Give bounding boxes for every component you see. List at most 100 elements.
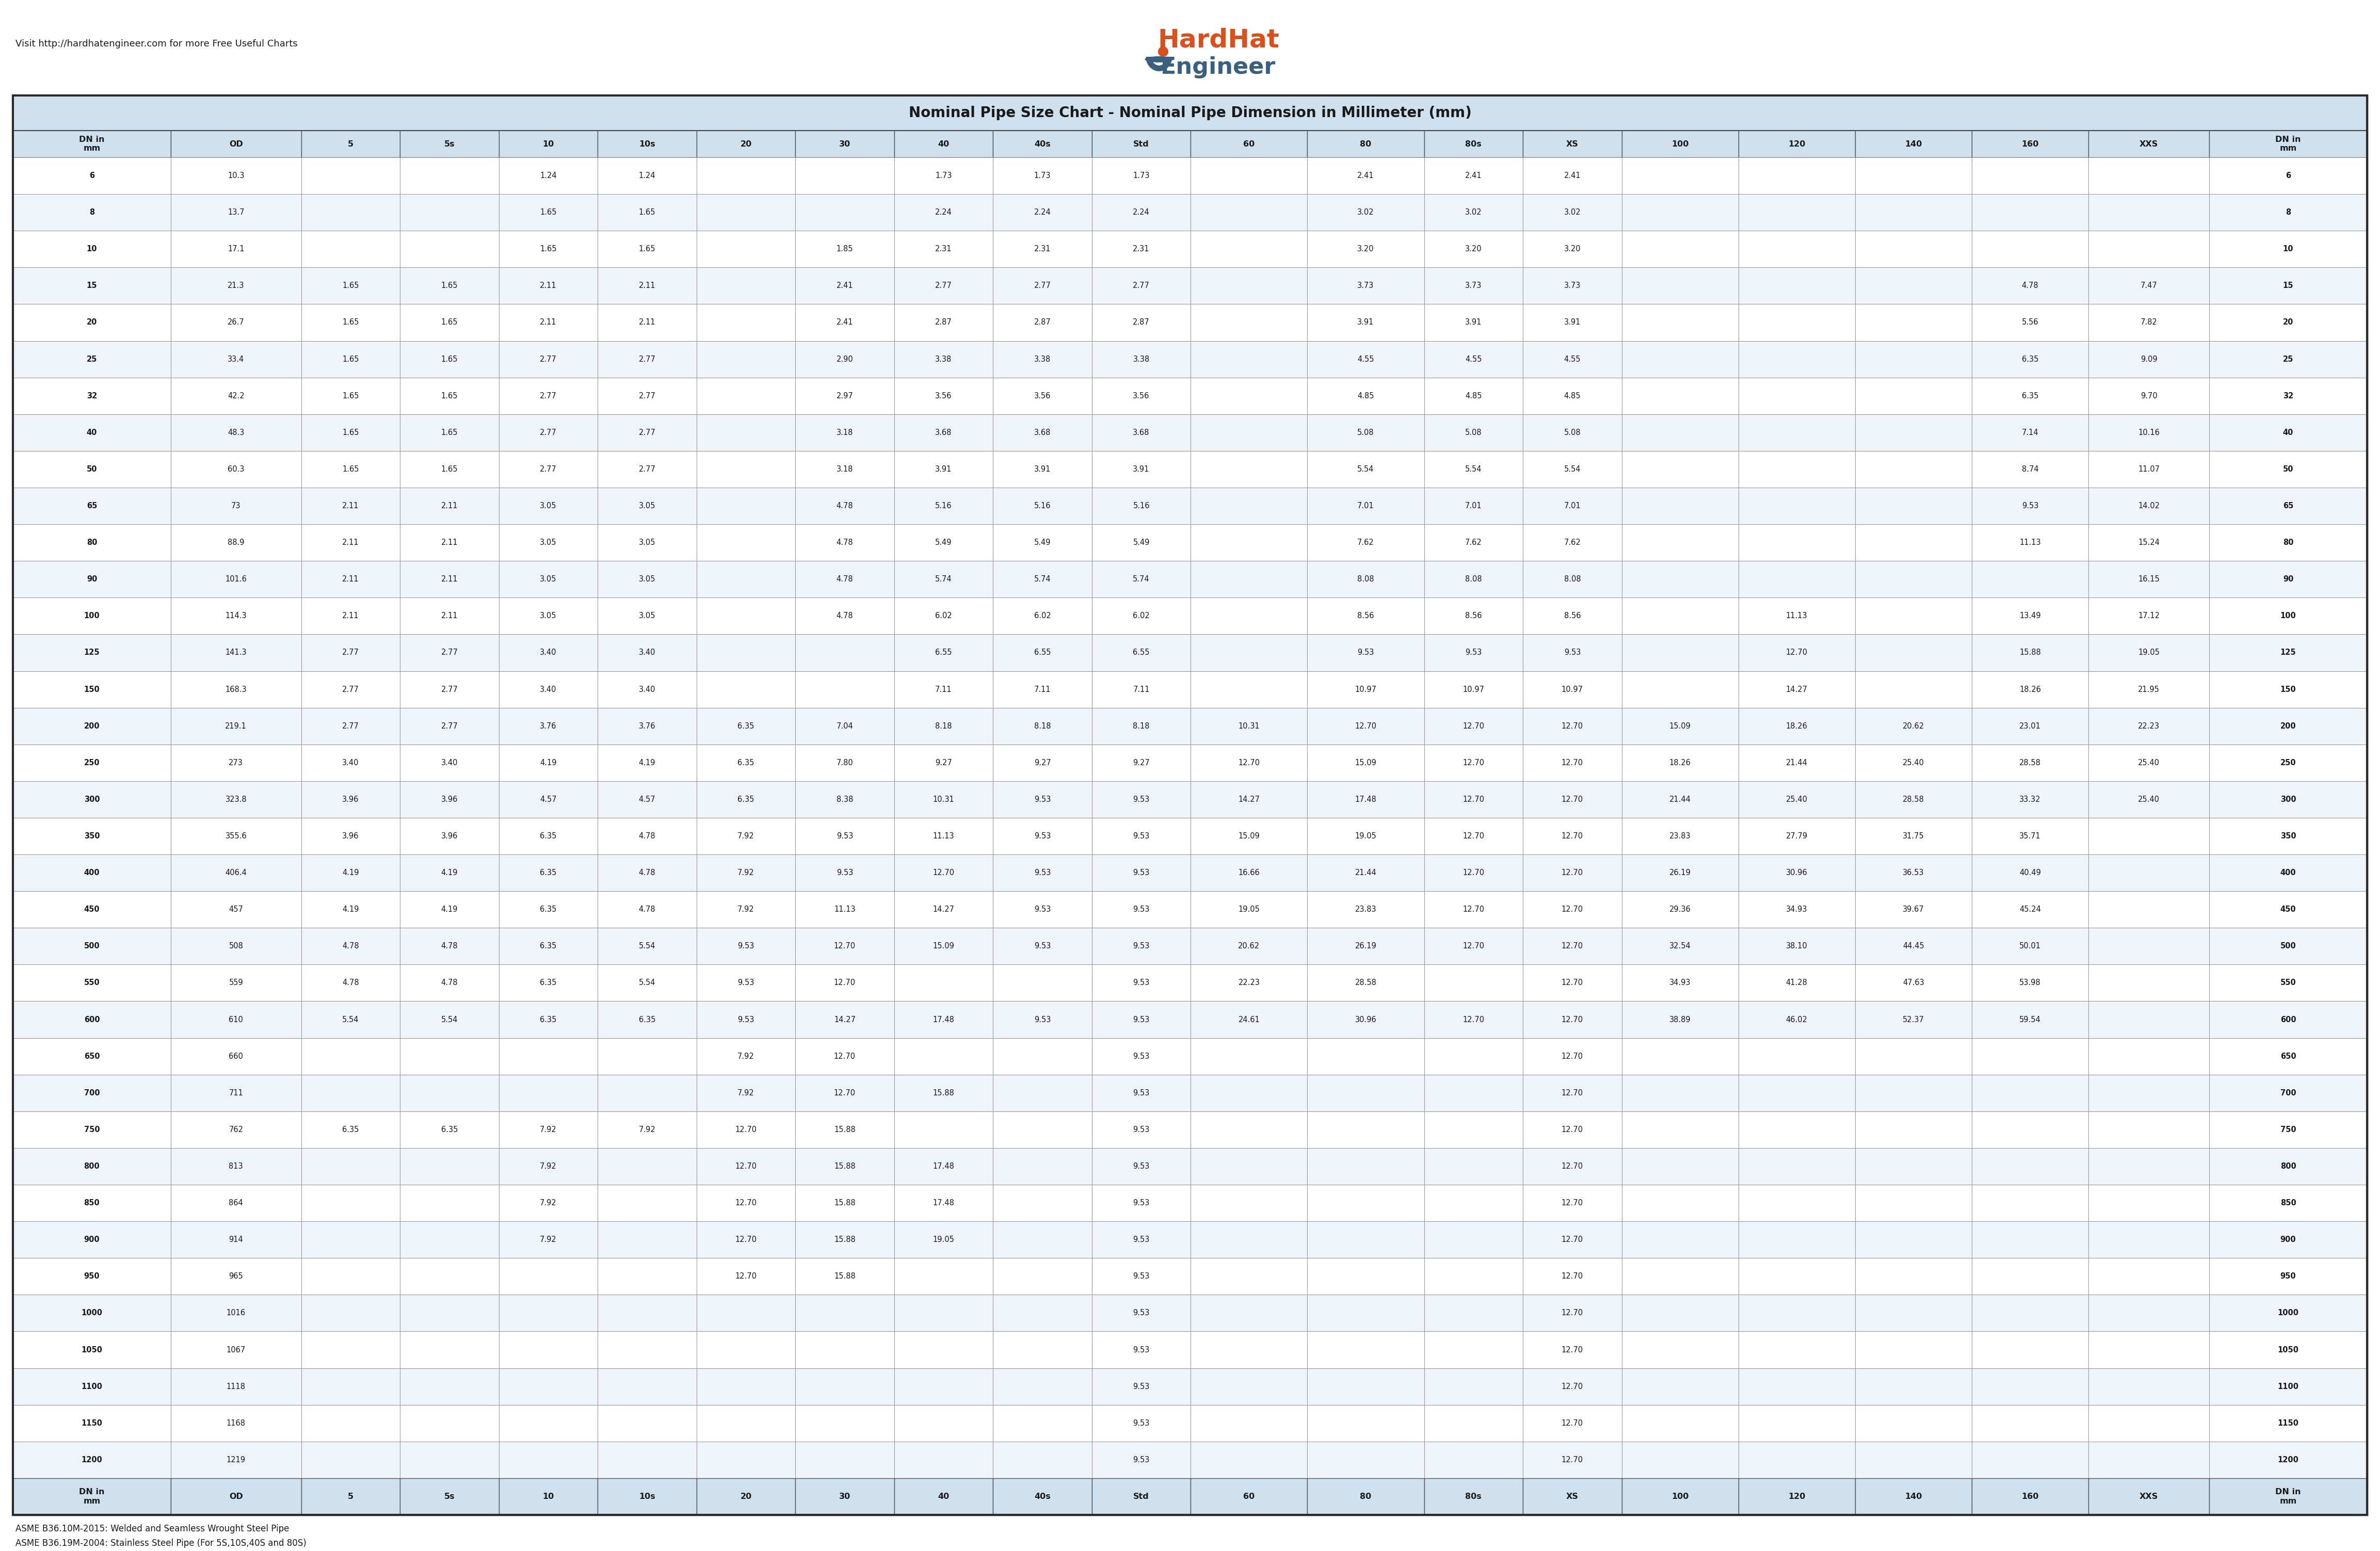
Bar	[302, 672, 400, 707]
Bar	[400, 231, 500, 267]
Bar	[992, 1075, 1092, 1112]
Text: 3.38: 3.38	[1035, 355, 1050, 363]
Bar	[2087, 744, 2209, 782]
Bar	[597, 892, 697, 927]
Bar	[1092, 561, 1190, 597]
Text: 9.53: 9.53	[1133, 1346, 1150, 1354]
Text: 9.53: 9.53	[1133, 1456, 1150, 1464]
Text: 23.01: 23.01	[2018, 723, 2042, 731]
Bar	[1523, 597, 1621, 634]
Bar	[2209, 561, 2368, 597]
Bar	[895, 194, 992, 231]
Bar	[1307, 1368, 1423, 1405]
Bar	[171, 1258, 302, 1295]
Bar	[1190, 377, 1307, 414]
Text: 20: 20	[740, 140, 752, 147]
Bar	[302, 414, 400, 451]
Bar	[597, 1221, 697, 1258]
Text: 9.53: 9.53	[1133, 1089, 1150, 1097]
Bar	[2209, 304, 2368, 341]
Text: 9.53: 9.53	[1133, 1382, 1150, 1390]
Text: 355.6: 355.6	[226, 833, 248, 841]
Bar	[2209, 672, 2368, 707]
Text: 25.40: 25.40	[1785, 796, 1806, 803]
Text: 15.09: 15.09	[933, 943, 954, 951]
Text: 2.41: 2.41	[835, 282, 852, 290]
Bar	[1523, 231, 1621, 267]
Text: 650: 650	[83, 1053, 100, 1061]
Bar	[12, 1295, 171, 1331]
Bar	[500, 157, 597, 194]
Bar	[1854, 672, 1971, 707]
Bar	[500, 707, 597, 744]
Bar	[1190, 1112, 1307, 1148]
Bar	[1854, 157, 1971, 194]
Text: 9.53: 9.53	[738, 979, 754, 986]
Bar	[171, 1002, 302, 1038]
Bar	[500, 377, 597, 414]
Text: 16.15: 16.15	[2137, 575, 2159, 583]
Bar	[1423, 1478, 1523, 1515]
Text: 30.96: 30.96	[1785, 869, 1806, 876]
Bar	[1092, 817, 1190, 855]
Bar	[1423, 855, 1523, 892]
Bar	[12, 1441, 171, 1478]
Bar	[12, 892, 171, 927]
Bar	[1092, 304, 1190, 341]
Text: 6.02: 6.02	[1033, 613, 1052, 620]
Text: 5.16: 5.16	[1033, 503, 1052, 510]
Text: 8.08: 8.08	[1564, 575, 1580, 583]
Bar	[1621, 1185, 1737, 1221]
Bar	[895, 1185, 992, 1221]
Text: 2.11: 2.11	[638, 282, 655, 290]
Bar	[2209, 231, 2368, 267]
Text: 2.77: 2.77	[343, 686, 359, 693]
Text: 10: 10	[86, 245, 98, 253]
Bar	[1190, 1075, 1307, 1112]
Bar	[400, 1258, 500, 1295]
Bar	[992, 1185, 1092, 1221]
Bar	[1092, 1038, 1190, 1075]
Text: 10s: 10s	[638, 140, 655, 147]
Text: 3.05: 3.05	[638, 575, 655, 583]
Bar	[1190, 487, 1307, 524]
Text: DN in
mm: DN in mm	[2275, 1487, 2301, 1504]
Text: 850: 850	[2280, 1199, 2297, 1207]
Bar	[1971, 1185, 2087, 1221]
Text: 7.04: 7.04	[835, 723, 852, 731]
Text: 26.19: 26.19	[1668, 869, 1690, 876]
Text: 6.02: 6.02	[935, 613, 952, 620]
Bar	[597, 524, 697, 561]
Text: 8.18: 8.18	[1133, 723, 1150, 731]
Bar	[1737, 524, 1854, 561]
Bar	[597, 231, 697, 267]
Bar	[2087, 1112, 2209, 1148]
Text: 550: 550	[83, 979, 100, 986]
Text: 10s: 10s	[638, 1492, 655, 1500]
Text: 12.70: 12.70	[1561, 1162, 1583, 1169]
Text: 40s: 40s	[1035, 140, 1050, 147]
Bar	[2209, 1478, 2368, 1515]
Text: OD: OD	[228, 140, 243, 147]
Text: 21.44: 21.44	[1668, 796, 1690, 803]
Bar	[1854, 855, 1971, 892]
Text: 7.80: 7.80	[835, 758, 852, 766]
Bar	[895, 1075, 992, 1112]
Text: 40s: 40s	[1035, 1492, 1050, 1500]
Text: 3.91: 3.91	[1564, 318, 1580, 326]
Bar	[1737, 817, 1854, 855]
Text: 3.40: 3.40	[343, 758, 359, 766]
Bar	[1190, 965, 1307, 1002]
Bar	[1190, 634, 1307, 672]
Bar	[12, 1185, 171, 1221]
Bar	[697, 1331, 795, 1368]
Bar	[795, 1075, 895, 1112]
Bar	[1307, 855, 1423, 892]
Text: 34.93: 34.93	[1668, 979, 1690, 986]
Bar	[795, 1331, 895, 1368]
Bar	[2209, 1002, 2368, 1038]
Text: 8.56: 8.56	[1466, 613, 1483, 620]
Text: 5.54: 5.54	[638, 979, 655, 986]
Bar	[697, 672, 795, 707]
Bar	[597, 597, 697, 634]
